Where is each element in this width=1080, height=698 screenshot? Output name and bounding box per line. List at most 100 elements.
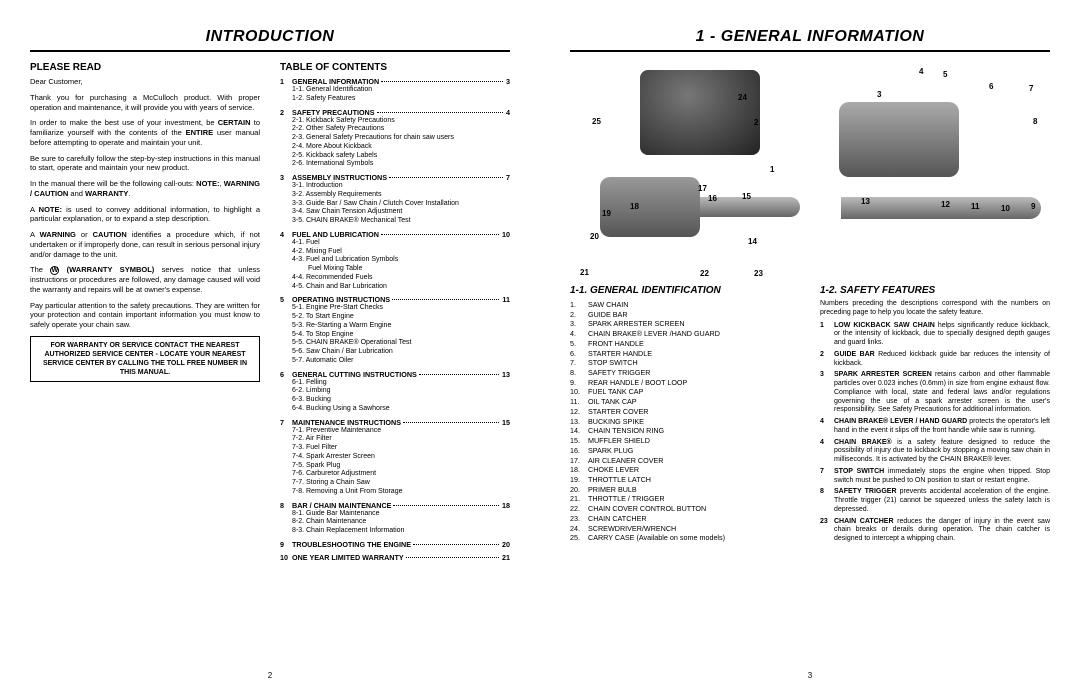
toc-section: 5OPERATING INSTRUCTIONS115-1. Engine Pre… (280, 295, 510, 365)
toc-main-entry: 6GENERAL CUTTING INSTRUCTIONS13 (280, 370, 510, 379)
toc-sub-entry: 6-4. Bucking Using a Sawhorse (280, 405, 510, 414)
toc-sub-entry: 3-5. CHAIN BRAKE® Mechanical Test (280, 217, 510, 226)
identification-item: 25.CARRY CASE (Available on some models) (570, 533, 800, 543)
callout-number: 14 (748, 237, 757, 246)
page-number-right: 3 (570, 671, 1050, 680)
toc-main-entry: 9TROUBLESHOOTING THE ENGINE20 (280, 540, 510, 549)
toc-sub-entry: 7-7. Storing a Chain Saw (280, 479, 510, 488)
identification-item: 23.CHAIN CATCHER (570, 514, 800, 524)
identification-item: 15.MUFFLER SHIELD (570, 436, 800, 446)
toc-sub-entry: 5-5. CHAIN BRAKE® Operational Test (280, 339, 510, 348)
toc-sub-entry: 3-1. Introduction (280, 182, 510, 191)
toc-sub-entry: 1-1. General Identification (280, 86, 510, 95)
toc-main-entry: 7MAINTENANCE INSTRUCTIONS15 (280, 418, 510, 427)
toc-section: 2SAFETY PRECAUTIONS42-1. Kickback Safety… (280, 108, 510, 170)
right-body: 1-1. GENERAL IDENTIFICATION 1.SAW CHAIN2… (570, 285, 1050, 665)
toc-section: 6GENERAL CUTTING INSTRUCTIONS136-1. Fell… (280, 370, 510, 414)
identification-item: 6.STARTER HANDLE (570, 349, 800, 359)
safety-item: 7STOP SWITCH immediately stops the engin… (820, 468, 1050, 486)
identification-item: 21.THROTTLE / TRIGGER (570, 494, 800, 504)
toc-main-entry: 5OPERATING INSTRUCTIONS11 (280, 295, 510, 304)
identification-item: 3.SPARK ARRESTER SCREEN (570, 319, 800, 329)
identification-item: 9.REAR HANDLE / BOOT LOOP (570, 378, 800, 388)
identification-item: 20.PRIMER BULB (570, 485, 800, 495)
toc-section: 10ONE YEAR LIMITED WARRANTY21 (280, 553, 510, 562)
toc-section: 1GENERAL INFORMATION31-1. General Identi… (280, 77, 510, 104)
callout-number: 11 (971, 202, 979, 211)
toc-sub-entry: 7-4. Spark Arrester Screen (280, 453, 510, 462)
toc-main-entry: 4FUEL AND LUBRICATION10 (280, 230, 510, 239)
identification-item: 4.CHAIN BRAKE® LEVER /HAND GUARD (570, 329, 800, 339)
toc-sub-entry: 7-8. Removing a Unit From Storage (280, 488, 510, 497)
toc-sub-entry: 7-3. Fuel Filter (280, 444, 510, 453)
identification-item: 11.OIL TANK CAP (570, 397, 800, 407)
callout-number: 19 (602, 209, 611, 218)
safety-item: 3SPARK ARRESTER SCREEN retains carbon an… (820, 371, 1050, 415)
identification-item: 14.CHAIN TENSION RING (570, 426, 800, 436)
toc-sub-entry: 6-3. Bucking (280, 396, 510, 405)
callout-number: 9 (1031, 202, 1035, 211)
identification-item: 10.FUEL TANK CAP (570, 387, 800, 397)
saw2-body-img (839, 102, 959, 177)
toc-sub-entry: 4-5. Chain and Bar Lubrication (280, 283, 510, 292)
safety-item: 4CHAIN BRAKE® LEVER / HAND GUARD protect… (820, 418, 1050, 436)
please-read-para: Be sure to carefully follow the step-by-… (30, 154, 260, 174)
callout-number: 23 (754, 269, 763, 278)
callout-number: 21 (580, 268, 589, 277)
toc-sub-entry: 8-1. Guide Bar Maintenance (280, 510, 510, 519)
please-read-para: Thank you for purchasing a McCulloch pro… (30, 93, 260, 113)
callout-number: 6 (989, 82, 993, 91)
toc-section: 3ASSEMBLY INSTRUCTIONS73-1. Introduction… (280, 173, 510, 226)
toc-sub-entry: 4-1. Fuel (280, 239, 510, 248)
toc-sub-entry: 2-4. More About Kickback (280, 143, 510, 152)
identification-col: 1-1. GENERAL IDENTIFICATION 1.SAW CHAIN2… (570, 285, 800, 665)
identification-item: 5.FRONT HANDLE (570, 339, 800, 349)
callout-number: 4 (919, 67, 923, 76)
toc-sub-entry: 7-5. Spark Plug (280, 462, 510, 471)
warranty-box: FOR WARRANTY OR SERVICE CONTACT THE NEAR… (30, 336, 260, 382)
toc-sub-entry: 4-4. Recommended Fuels (280, 274, 510, 283)
safety-item: 1LOW KICKBACK SAW CHAIN helps significan… (820, 322, 1050, 348)
callout-number: 8 (1033, 117, 1037, 126)
safety-item: 4CHAIN BRAKE® is a safety feature design… (820, 439, 1050, 465)
toc-col: TABLE OF CONTENTS 1GENERAL INFORMATION31… (280, 62, 510, 665)
page-right: 1 - GENERAL INFORMATION 2425211716151918… (540, 0, 1080, 698)
page-left: INTRODUCTION PLEASE READ Dear Customer,T… (0, 0, 540, 698)
please-read-para: The W (WARRANTY SYMBOL) serves notice th… (30, 265, 260, 294)
callout-number: 3 (877, 90, 881, 99)
please-read-heading: PLEASE READ (30, 62, 260, 73)
please-read-para: A NOTE: is used to convey additional inf… (30, 205, 260, 225)
toc-sub-entry: 2-2. Other Safety Precautions (280, 125, 510, 134)
callout-number: 7 (1029, 84, 1033, 93)
toc-sub-entry: 8-3. Chain Replacement Information (280, 527, 510, 536)
callout-number: 20 (590, 232, 599, 241)
figure-row: 24252117161519182014212223 4563781312111… (570, 62, 1050, 277)
identification-item: 22.CHAIN COVER CONTROL BUTTON (570, 504, 800, 514)
toc-sub-entry: 8-2. Chain Maintenance (280, 518, 510, 527)
callout-number: 16 (708, 194, 717, 203)
toc-sub-entry: 5-6. Saw Chain / Bar Lubrication (280, 348, 510, 357)
page-number-left: 2 (30, 671, 510, 680)
toc-sub-entry: 5-3. Re-Starting a Warm Engine (280, 322, 510, 331)
identification-item: 1.SAW CHAIN (570, 300, 800, 310)
safety-heading: 1-2. SAFETY FEATURES (820, 285, 1050, 296)
safety-lead: Numbers preceding the descriptions corre… (820, 300, 1050, 318)
page-title-right: 1 - GENERAL INFORMATION (570, 28, 1050, 52)
toc-sub-entry: 7-1. Preventive Maintenance (280, 427, 510, 436)
toc-sub-entry: 7-2. Air Filter (280, 435, 510, 444)
toc-sub-entry: 5-4. To Stop Engine (280, 331, 510, 340)
identification-item: 24.SCREWDRIVER/WRENCH (570, 524, 800, 534)
safety-item: 8SAFETY TRIGGER prevents accidental acce… (820, 488, 1050, 514)
callout-number: 12 (941, 200, 950, 209)
please-read-para: In order to make the best use of your in… (30, 118, 260, 147)
safety-item: 2GUIDE BAR Reduced kickback guide bar re… (820, 351, 1050, 369)
toc-main-entry: 1GENERAL INFORMATION3 (280, 77, 510, 86)
callout-number: 17 (698, 184, 707, 193)
identification-item: 2.GUIDE BAR (570, 310, 800, 320)
identification-item: 17.AIR CLEANER COVER (570, 456, 800, 466)
callout-number: 13 (861, 197, 870, 206)
identification-item: 8.SAFETY TRIGGER (570, 368, 800, 378)
callout-number: 25 (592, 117, 601, 126)
toc-sub-entry: 5-7. Automatic Oiler (280, 357, 510, 366)
toc-sub-entry: 4-2. Mixing Fuel (280, 248, 510, 257)
